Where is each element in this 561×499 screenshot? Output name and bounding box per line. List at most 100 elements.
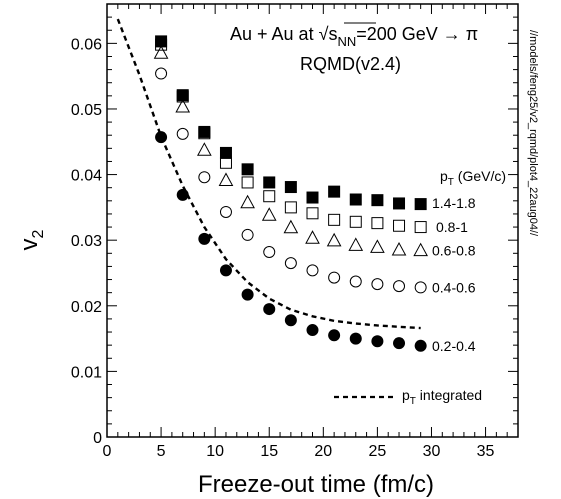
point-filled-circle xyxy=(176,188,189,201)
chart-subtitle: RQMD(v2.4) xyxy=(300,54,401,74)
point-filled-square xyxy=(284,181,297,194)
x-tick-label: 35 xyxy=(477,443,495,460)
point-filled-square xyxy=(219,146,232,159)
point-filled-square xyxy=(306,191,319,204)
point-filled-circle xyxy=(241,288,254,301)
y-tick-label: 0.05 xyxy=(71,102,102,119)
point-filled-circle xyxy=(155,131,168,144)
point-open-triangle xyxy=(370,239,385,253)
point-open-circle xyxy=(263,245,276,258)
legend-integrated-label: pT integrated xyxy=(402,387,482,407)
point-filled-circle xyxy=(306,324,319,337)
point-filled-square xyxy=(349,193,362,206)
point-open-square xyxy=(371,217,384,230)
series-layer: 1.4-1.8 0.8-1 0.6-0.8 0.4-0.6 0.2-0.4 xyxy=(116,18,476,354)
point-open-circle xyxy=(328,271,341,284)
x-tick-label: 20 xyxy=(314,443,332,460)
legend-header: pT (GeV/c) xyxy=(440,168,506,188)
point-open-triangle xyxy=(305,230,320,244)
point-open-circle xyxy=(393,280,406,293)
point-open-triangle xyxy=(261,207,277,221)
point-open-circle xyxy=(241,228,254,241)
point-open-circle xyxy=(176,127,189,140)
point-open-square xyxy=(263,190,276,203)
series-3: 0.4-0.6 xyxy=(155,67,476,295)
point-open-triangle xyxy=(391,241,407,256)
y-tick-label: 0.01 xyxy=(71,364,102,381)
point-open-circle xyxy=(371,278,384,291)
point-filled-square xyxy=(155,35,168,48)
chart-title: Au + Au at √sNN=200 GeV → π xyxy=(230,24,478,49)
point-open-circle xyxy=(155,67,168,80)
series-label: 0.4-0.6 xyxy=(432,279,476,295)
point-open-square xyxy=(284,201,297,214)
point-open-square xyxy=(219,156,232,169)
point-open-triangle xyxy=(348,237,364,251)
point-open-circle xyxy=(284,257,297,270)
point-filled-square xyxy=(328,185,341,198)
series-2: 0.6-0.8 xyxy=(153,45,476,259)
point-open-triangle xyxy=(283,219,299,234)
x-tick-label: 5 xyxy=(157,443,166,460)
point-filled-square xyxy=(241,163,254,176)
series-label: 0.8-1 xyxy=(436,219,468,235)
y-tick-label: 0.02 xyxy=(71,299,102,316)
series-label: 0.6-0.8 xyxy=(432,243,476,259)
point-filled-circle xyxy=(263,303,276,316)
point-filled-square xyxy=(263,176,276,189)
series-1: 0.8-1 xyxy=(155,38,468,235)
point-open-square xyxy=(306,207,319,220)
point-open-triangle xyxy=(153,45,169,59)
point-filled-circle xyxy=(371,335,384,348)
x-axis-title: Freeze-out time (fm/c) xyxy=(198,471,434,498)
series-label: 1.4-1.8 xyxy=(432,195,476,211)
point-open-circle xyxy=(306,264,319,277)
point-filled-square xyxy=(414,198,427,211)
point-open-square xyxy=(198,127,211,140)
point-open-square xyxy=(393,219,406,232)
point-filled-square xyxy=(393,197,406,210)
ticks xyxy=(106,3,519,438)
point-filled-circle xyxy=(219,264,232,277)
point-filled-circle xyxy=(284,314,297,327)
point-filled-circle xyxy=(393,337,406,350)
point-filled-square xyxy=(371,194,384,207)
tick-labels: 0 5 10 15 20 25 30 35 0 0.01 0.02 0.03 0.04 0.05 0.06 xyxy=(71,36,495,460)
y-tick-label: 0.04 xyxy=(71,168,102,185)
y-tick-label: 0 xyxy=(93,430,102,447)
x-tick-label: 0 xyxy=(103,443,112,460)
y-tick-label: 0.06 xyxy=(71,36,102,53)
point-filled-circle xyxy=(349,332,362,345)
x-tick-label: 25 xyxy=(368,443,386,460)
point-open-triangle xyxy=(413,242,428,257)
point-filled-square xyxy=(176,89,189,102)
point-open-square xyxy=(328,213,341,226)
x-tick-label: 30 xyxy=(423,443,441,460)
point-open-square xyxy=(155,38,168,51)
x-tick-label: 10 xyxy=(206,443,224,460)
point-filled-circle xyxy=(198,232,211,245)
point-open-triangle xyxy=(175,98,191,113)
point-open-circle xyxy=(219,205,232,218)
point-open-square xyxy=(349,215,362,228)
point-filled-circle xyxy=(328,329,341,342)
point-open-triangle xyxy=(197,142,212,156)
point-open-triangle xyxy=(218,172,234,186)
x-tick-label: 15 xyxy=(260,443,278,460)
point-open-square xyxy=(241,176,254,189)
y-tick-label: 0.03 xyxy=(71,233,102,250)
y-axis-title: v2 xyxy=(16,229,47,250)
point-open-circle xyxy=(414,281,427,294)
side-file-path: //models/feng25/v2_rqmd/plot4_22aug04// xyxy=(527,30,539,237)
point-filled-circle xyxy=(414,339,427,352)
point-open-square xyxy=(414,221,427,234)
point-open-square xyxy=(176,90,189,103)
point-open-triangle xyxy=(240,194,255,209)
point-open-triangle xyxy=(326,232,342,247)
series-4: 0.2-0.4 xyxy=(155,131,476,354)
series-0: 1.4-1.8 xyxy=(155,35,476,211)
series-label: 0.2-0.4 xyxy=(432,338,476,354)
point-open-circle xyxy=(349,275,362,288)
point-open-circle xyxy=(198,171,211,184)
